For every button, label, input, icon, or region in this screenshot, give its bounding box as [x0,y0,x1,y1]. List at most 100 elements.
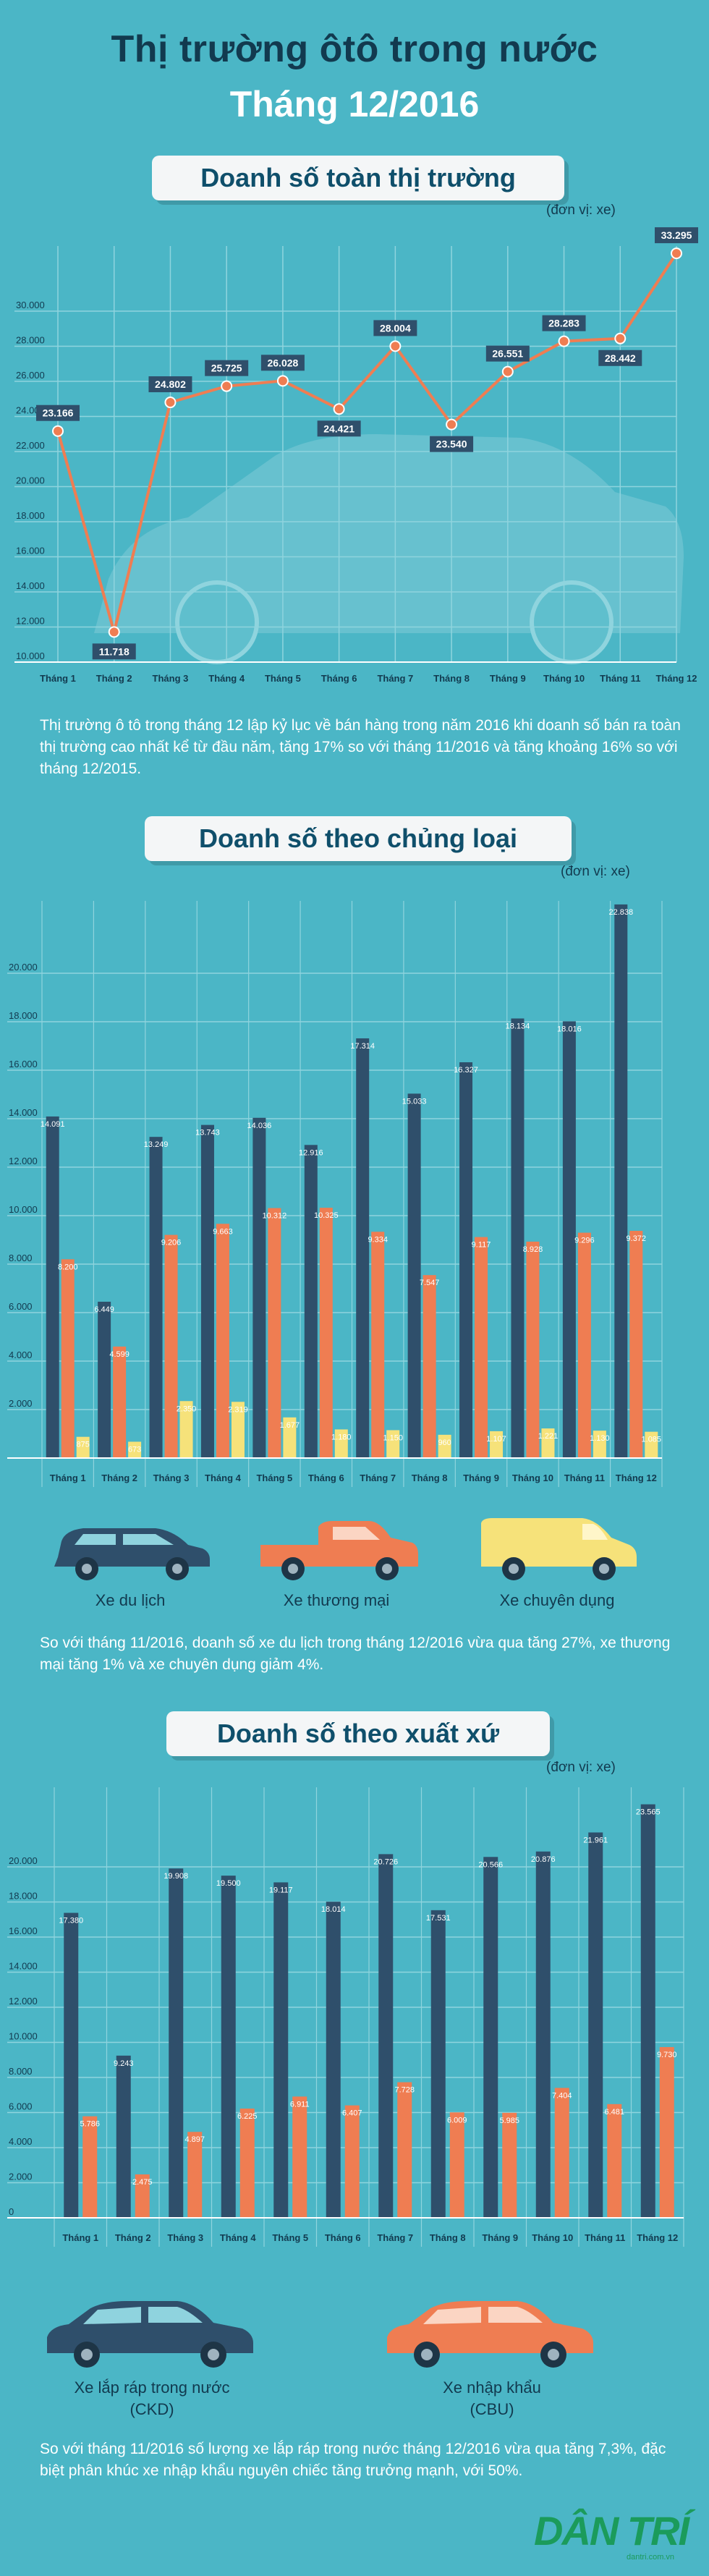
data-point [614,332,627,344]
dantri-logo-sub: dantri.com.vn [627,2553,675,2562]
bar [179,1401,193,1458]
bar [386,1430,400,1458]
bar-value-label: 10.312 [263,1212,287,1221]
x-tick-label: Tháng 11 [585,2232,625,2243]
bar [268,1208,281,1458]
x-tick-label: Tháng 12 [655,673,697,684]
x-tick-label: Tháng 2 [96,673,132,684]
y-tick-label: 6.000 [9,2101,33,2112]
x-tick-label: Tháng 12 [637,2232,678,2243]
bar-value-label: 9.296 [574,1237,595,1245]
x-tick-label: Tháng 12 [616,1473,657,1483]
bar-value-label: 4.897 [184,2135,205,2144]
section3-paragraph: So với tháng 11/2016 số lượng xe lắp ráp… [40,2441,666,2479]
x-tick-label: Tháng 10 [512,1473,553,1483]
bar [116,2055,131,2218]
y-tick-label: 22.000 [16,440,45,451]
line-chart: 10.000 12.000 14.000 16.000 18.000 20.000 22.0… [14,227,698,684]
bar [645,1431,658,1458]
data-label-box [148,376,192,393]
car-wheel [530,580,614,664]
bar-value-label: 9.117 [472,1241,491,1250]
series-line [56,252,678,638]
bar [541,1428,555,1458]
bar-value-label: 20.876 [531,1855,556,1864]
x-tick-label: Tháng 6 [308,1473,344,1483]
bar-value-label: 673 [128,1445,141,1454]
bar-value-label: 7.404 [552,2091,572,2100]
y-tick-label: 16.000 [16,546,45,556]
bar [449,2112,464,2218]
data-label-box [598,349,642,366]
bar [593,1431,606,1458]
bar [113,1346,127,1458]
data-point [501,365,514,378]
y-tick-label: 16.000 [9,1059,38,1069]
bar-value-label: 22.838 [608,908,633,917]
data-point [671,247,682,260]
y-tick-label: 20.000 [16,475,45,486]
data-label-box [430,436,474,452]
x-tick-label: Tháng 1 [40,673,76,684]
bar-value-label: 8.200 [58,1263,78,1271]
bar [438,1434,451,1458]
x-tick-label: Tháng 6 [325,2232,361,2243]
bar-chart-by-origin: 0 2.000 4.000 6.000 8.000 10.000 12.000 14.000 1… [7,1787,684,2247]
label-passenger: Xe du lịch [95,1591,166,1609]
x-tick-label: Tháng 3 [167,2232,203,2243]
bar-value-label: 1.677 [280,1421,300,1430]
bar [135,2174,150,2218]
data-point [389,340,402,352]
label-ckd: Xe lắp ráp trong nước (CKD) [65,2377,239,2420]
bar [659,2047,674,2218]
data-label: 23.166 [43,407,74,419]
data-point [558,335,570,347]
x-tick-label: Tháng 11 [564,1473,605,1483]
bar-value-label: 9.663 [213,1227,233,1236]
data-point [108,626,120,638]
bar-value-label: 6.449 [94,1305,114,1314]
data-label: 26.551 [492,348,523,360]
bar [164,1234,178,1458]
data-label: 28.442 [605,352,636,364]
pickup-truck-icon [260,1521,418,1580]
car-wheel [175,580,259,664]
y-tick-label: 14.000 [9,1107,38,1118]
bar-value-label: 5.786 [80,2120,100,2129]
bar [64,1912,79,2218]
x-tick-label: Tháng 9 [490,673,526,684]
bar [588,1832,603,2218]
y-tick-label: 0 [9,2206,14,2217]
data-label: 33.295 [661,229,692,241]
bar-value-label: 17.314 [350,1042,375,1051]
bar-value-label: 13.743 [195,1129,220,1137]
data-label: 28.004 [380,322,411,334]
bar [535,1851,551,2218]
bar-chart-by-type: 2.000 4.000 6.000 8.000 10.000 12.000 14.000 16… [7,901,663,1487]
bar [273,1882,289,2218]
x-tick-label: Tháng 8 [430,2232,466,2243]
bar-value-label: 2.319 [228,1405,248,1414]
bar [614,904,628,1458]
x-tick-label: Tháng 3 [153,1473,190,1483]
label-cbu-line2: (CBU) [470,2400,514,2418]
data-label: 24.421 [323,423,354,434]
bar [475,1237,488,1458]
dantri-logo: DÂN TRÍ [534,2508,689,2554]
bar [216,1224,229,1458]
bar-value-label: 875 [77,1441,90,1449]
section3-banner: Doanh số theo xuất xứ [166,1711,550,1756]
page-title: Thị trường ôtô trong nước [111,28,598,70]
cbu-car-icon [387,2301,593,2368]
bar-value-label: 1.180 [331,1433,352,1441]
section2-unit: (đơn vị: xe) [561,864,630,879]
label-ckd-line2: (CKD) [130,2400,174,2418]
x-tick-label: Tháng 1 [50,1473,86,1483]
bar-value-label: 1.130 [590,1434,610,1443]
bar [187,2132,203,2218]
bar-value-label: 18.016 [557,1025,582,1033]
bar [502,2112,517,2218]
x-tick-label: Tháng 2 [115,2232,151,2243]
section2-paragraph: So với tháng 11/2016, doanh số xe du lịc… [40,1635,671,1673]
y-tick-label: 10.000 [9,1204,38,1215]
